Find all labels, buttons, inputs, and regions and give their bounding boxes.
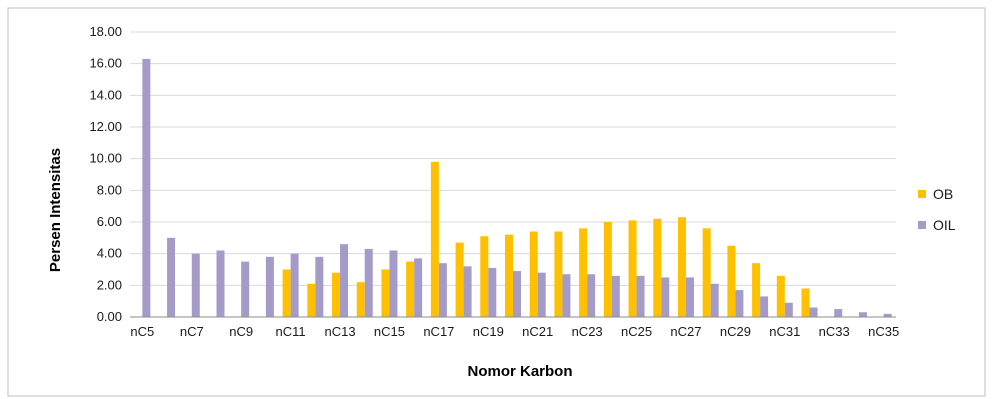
y-axis-title: Persen Intensitas (47, 148, 64, 272)
y-tick-label: 0.00 (97, 309, 122, 324)
legend-swatch-oil (918, 221, 926, 229)
bar-ob-nc28 (702, 228, 711, 317)
bars (142, 58, 892, 318)
bar-oil-nc6 (167, 237, 176, 317)
bar-oil-nc8 (216, 250, 225, 317)
x-axis-title: Nomor Karbon (468, 363, 573, 380)
bar-oil-nc25 (636, 275, 645, 317)
bar-oil-nc13 (340, 244, 349, 317)
bar-ob-nc27 (677, 217, 686, 317)
bar-ob-nc13 (332, 272, 341, 317)
x-tick-label: nC7 (180, 324, 204, 339)
y-tick-label: 6.00 (97, 214, 122, 229)
bar-ob-nc32 (801, 288, 810, 317)
gridlines (130, 31, 896, 286)
bar-oil-nc29 (735, 290, 744, 317)
bar-oil-nc22 (562, 274, 571, 317)
bar-oil-nc7 (191, 253, 200, 317)
bar-ob-nc12 (307, 283, 316, 317)
bar-ob-nc20 (505, 234, 513, 317)
x-tick-label: nC19 (473, 324, 504, 339)
bar-oil-nc35 (883, 313, 892, 317)
bar-oil-nc30 (760, 296, 769, 317)
bar-ob-nc21 (529, 231, 538, 317)
bar-oil-nc26 (661, 277, 670, 317)
bar-ob-nc14 (356, 282, 365, 317)
bar-oil-nc33 (834, 309, 843, 317)
chart-frame (7, 7, 986, 397)
x-tick-label: nC21 (522, 324, 553, 339)
bar-oil-nc23 (587, 274, 596, 317)
x-tick-label: nC29 (720, 324, 751, 339)
bar-ob-nc23 (579, 228, 588, 317)
y-tick-label: 18.00 (89, 24, 122, 39)
x-tick-label: nC23 (572, 324, 603, 339)
legend-label-ob: OB (933, 186, 953, 202)
x-tick-label: nC5 (130, 324, 154, 339)
y-axis-ticks: 0.00 2.00 4.00 6.00 8.00 10.00 12.00 14.00 16.00… (89, 24, 122, 324)
x-tick-label: nC17 (423, 324, 454, 339)
y-tick-label: 4.00 (97, 246, 122, 261)
bar-ob-nc19 (480, 236, 489, 317)
bar-ob-nc29 (727, 245, 736, 317)
bar-oil-nc11 (290, 253, 299, 317)
y-tick-label: 10.00 (89, 151, 122, 166)
bar-ob-nc11 (282, 269, 291, 317)
bar-oil-nc10 (265, 256, 274, 317)
x-tick-label: nC15 (374, 324, 405, 339)
bar-oil-nc28 (710, 283, 719, 317)
y-tick-label: 8.00 (97, 182, 122, 197)
bar-ob-nc16 (406, 261, 415, 317)
x-tick-label: nC31 (769, 324, 800, 339)
bar-oil-nc24 (611, 275, 620, 317)
bar-ob-nc30 (752, 263, 761, 317)
bar-oil-nc20 (513, 271, 521, 317)
y-tick-label: 16.00 (89, 56, 122, 71)
bar-oil-nc5 (142, 58, 151, 318)
bar-oil-nc19 (488, 267, 497, 317)
x-tick-label: nC25 (621, 324, 652, 339)
bar-oil-nc27 (685, 277, 694, 317)
bar-ob-nc24 (603, 222, 612, 317)
bar-oil-nc21 (537, 272, 546, 317)
bar-ob-nc25 (628, 220, 637, 317)
bar-ob-nc22 (554, 231, 563, 317)
x-tick-label: nC33 (819, 324, 850, 339)
y-tick-label: 2.00 (97, 277, 122, 292)
x-axis-ticks: nC5 nC7 nC9 nC11 nC13 nC15 nC17 nC19 nC21 nC23 nC2… (130, 324, 899, 339)
bar-oil-nc12 (315, 256, 324, 317)
bar-ob-nc17 (430, 161, 439, 317)
bar-oil-nc32 (809, 307, 818, 317)
bar-oil-nc31 (784, 302, 793, 317)
bar-oil-nc17 (438, 263, 447, 317)
bar-oil-nc9 (241, 261, 250, 317)
legend-swatch-ob (918, 190, 926, 198)
bar-ob-nc26 (653, 218, 662, 317)
x-tick-label: nC27 (670, 324, 701, 339)
x-tick-label: nC11 (276, 324, 306, 339)
bar-oil-nc16 (414, 258, 423, 317)
x-tick-label: nC13 (324, 324, 355, 339)
bar-oil-nc34 (858, 312, 867, 317)
bar-ob-nc31 (776, 275, 785, 317)
y-tick-label: 12.00 (89, 119, 122, 134)
bar-ob-nc18 (455, 242, 464, 317)
legend: OB OIL (918, 186, 956, 233)
bar-oil-nc14 (364, 248, 373, 317)
bar-oil-nc15 (389, 250, 398, 317)
bar-ob-nc15 (381, 269, 390, 317)
x-tick-label: nC35 (868, 324, 899, 339)
legend-label-oil: OIL (933, 217, 956, 233)
bar-oil-nc18 (463, 266, 472, 317)
x-tick-label: nC9 (229, 324, 253, 339)
y-tick-label: 14.00 (89, 87, 122, 102)
